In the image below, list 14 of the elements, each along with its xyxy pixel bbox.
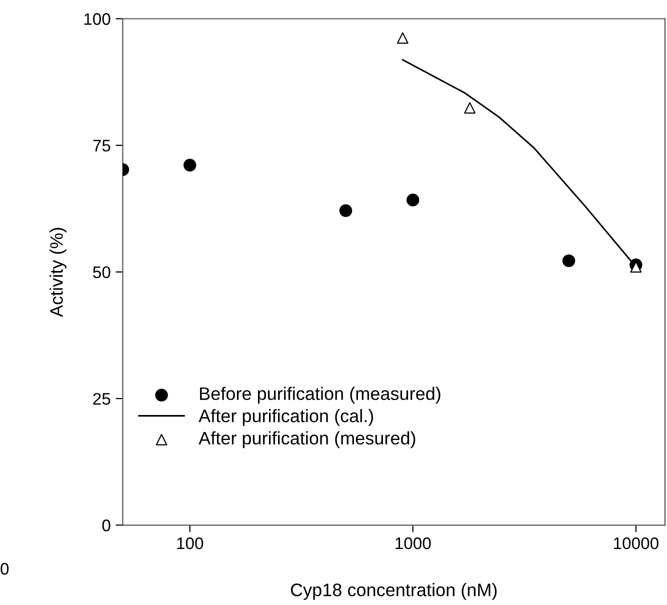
text: 0 [0,562,9,575]
x-tick-label: 100 [177,537,204,550]
y-tick-label: 50 [93,266,110,278]
x-axis-title: Cyp18 concentration (nM) [290,583,497,600]
x-tick-label: 1000 [396,537,431,550]
y-tick-label: 0 [102,520,110,532]
legend-label: After purification (mesured) [198,431,416,448]
y-tick-label: 100 [84,13,110,25]
y-tick-label: 25 [93,392,110,405]
y-axis-title: Activity (%) [50,228,66,318]
legend-label: After purification (cal.) [198,409,374,426]
y-tick-label: 75 [93,140,110,152]
legend-label: Before purification (measured) [200,386,440,404]
x-tick-label: 10000 [614,537,658,550]
